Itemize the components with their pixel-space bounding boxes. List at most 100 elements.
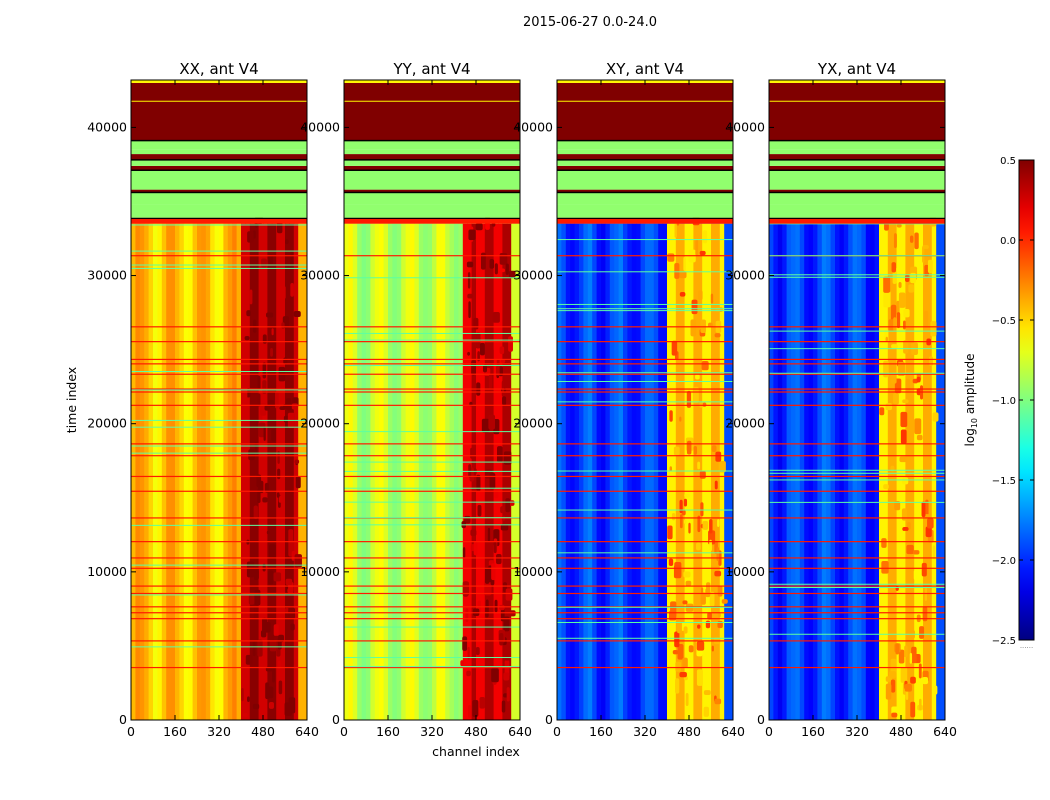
rfi-blob bbox=[697, 624, 701, 629]
flag-row bbox=[344, 255, 520, 257]
rfi-blob bbox=[702, 402, 707, 407]
flag-row bbox=[344, 618, 520, 620]
rfi-blob bbox=[922, 244, 929, 249]
rfi-blob bbox=[895, 586, 899, 591]
channel-band bbox=[769, 223, 774, 720]
channel-band bbox=[201, 223, 207, 720]
rfi-blob bbox=[911, 646, 917, 664]
channel-band bbox=[175, 223, 180, 720]
channel-band bbox=[936, 223, 942, 720]
rfi-blob bbox=[671, 340, 678, 356]
x-tick-label: 160 bbox=[589, 724, 613, 739]
rfi-blob bbox=[682, 600, 688, 605]
rfi-blob bbox=[709, 591, 715, 607]
channel-band bbox=[153, 223, 158, 720]
rfi-blob bbox=[245, 654, 253, 665]
rfi-blob bbox=[488, 374, 492, 389]
rfi-blob bbox=[462, 581, 469, 596]
panels-group: XX, ant V4 0 160 320 480 640 0 10000 20000 30000 4… bbox=[87, 60, 957, 739]
light-row bbox=[557, 637, 733, 639]
flag-row bbox=[769, 541, 945, 543]
rfi-blob bbox=[668, 558, 674, 566]
rfi-blob bbox=[252, 641, 256, 657]
rfi-blob bbox=[253, 569, 259, 581]
block-separator bbox=[769, 139, 945, 142]
rfi-blob bbox=[473, 317, 479, 330]
channel-band bbox=[901, 223, 906, 720]
rfi-blob bbox=[290, 623, 295, 631]
light-row bbox=[344, 277, 520, 279]
light-row bbox=[344, 365, 520, 367]
top-block bbox=[131, 149, 307, 155]
x-tick-label: 480 bbox=[889, 724, 913, 739]
rfi-blob bbox=[894, 500, 901, 511]
rfi-blob bbox=[932, 545, 936, 560]
rfi-blob bbox=[492, 312, 500, 323]
rfi-blob bbox=[268, 254, 274, 265]
rfi-blob bbox=[460, 660, 464, 667]
flag-row bbox=[131, 541, 307, 543]
light-row bbox=[344, 431, 520, 433]
rfi-blob bbox=[898, 292, 906, 308]
light-row bbox=[344, 332, 520, 334]
channel-band bbox=[263, 223, 268, 720]
rfi-blob bbox=[922, 676, 929, 685]
rfi-blob bbox=[470, 447, 476, 459]
rfi-blob bbox=[264, 622, 271, 633]
rfi-blob bbox=[714, 698, 722, 705]
rfi-blob bbox=[262, 497, 268, 503]
rfi-blob bbox=[506, 687, 510, 702]
rfi-blob bbox=[508, 336, 513, 352]
x-tick-label: 160 bbox=[163, 724, 187, 739]
rfi-blob bbox=[268, 570, 274, 585]
top-block bbox=[131, 160, 307, 166]
channel-band bbox=[927, 223, 933, 720]
rfi-blob bbox=[679, 499, 683, 514]
flag-row bbox=[131, 640, 307, 642]
light-row bbox=[769, 223, 945, 225]
rfi-blob bbox=[679, 514, 683, 529]
rfi-blob bbox=[896, 223, 902, 228]
channel-band bbox=[293, 223, 299, 720]
rfi-blob bbox=[257, 489, 261, 504]
flag-row bbox=[557, 341, 733, 343]
rfi-blob bbox=[499, 253, 508, 265]
flag-row bbox=[769, 585, 945, 587]
flag-row bbox=[557, 541, 733, 543]
rfi-blob bbox=[682, 657, 688, 669]
channel-band bbox=[271, 223, 277, 720]
light-row bbox=[557, 552, 733, 554]
top-block bbox=[769, 165, 945, 171]
light-row bbox=[769, 586, 945, 588]
rfi-blob bbox=[893, 393, 899, 405]
colorbar-tick-label: 0.0 bbox=[1000, 236, 1016, 247]
heatmap-3 bbox=[769, 80, 945, 720]
channel-band bbox=[773, 223, 779, 720]
rfi-blob bbox=[475, 223, 483, 231]
y-tick-label: 20000 bbox=[87, 416, 127, 431]
light-row bbox=[557, 303, 733, 305]
rfi-blob bbox=[252, 319, 257, 333]
light-row bbox=[131, 564, 307, 566]
x-tick-label: 640 bbox=[295, 724, 319, 739]
rfi-blob bbox=[248, 594, 255, 605]
flag-row bbox=[344, 363, 520, 365]
flag-row bbox=[131, 326, 307, 328]
y-tick-label: 30000 bbox=[300, 268, 340, 283]
channel-band bbox=[583, 223, 589, 720]
light-row bbox=[344, 501, 520, 503]
rfi-blob bbox=[285, 584, 289, 596]
channel-band bbox=[596, 223, 602, 720]
top-block bbox=[131, 165, 307, 171]
rfi-blob bbox=[500, 523, 509, 531]
channel-band bbox=[561, 223, 567, 720]
rfi-blob bbox=[491, 563, 496, 581]
block-separator bbox=[557, 191, 733, 194]
rfi-blob bbox=[467, 293, 474, 299]
channel-band bbox=[817, 223, 823, 720]
x-tick-label: 0 bbox=[553, 724, 561, 739]
channel-band bbox=[879, 223, 884, 720]
rfi-blob bbox=[906, 544, 914, 555]
top-block bbox=[344, 160, 520, 166]
rfi-blob bbox=[904, 645, 908, 658]
